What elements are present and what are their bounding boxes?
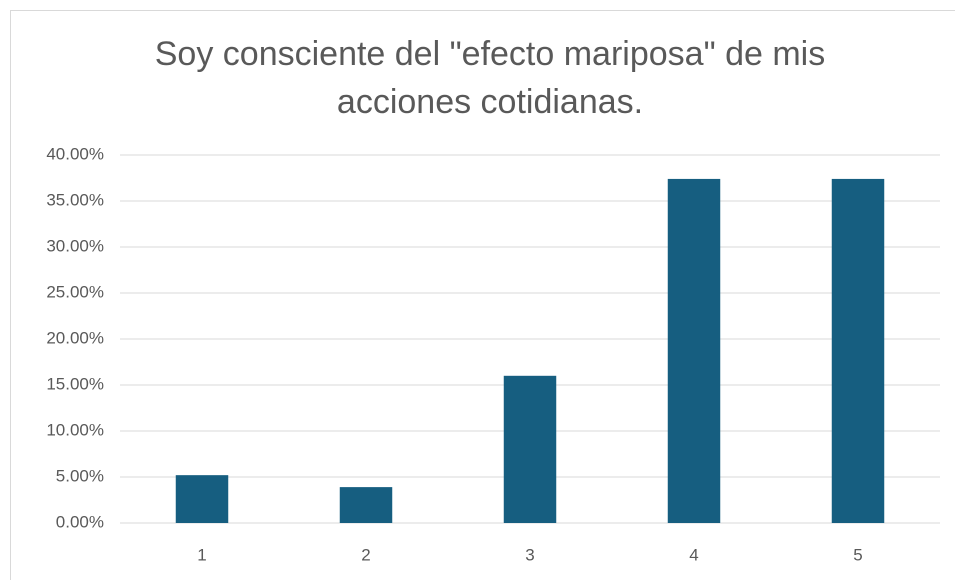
chart-title: Soy consciente del "efecto mariposa" de … <box>154 35 826 121</box>
y-tick-label: 5.00% <box>56 466 104 485</box>
x-tick-label: 3 <box>525 545 534 564</box>
y-tick-label: 20.00% <box>46 328 104 347</box>
bar <box>831 178 885 524</box>
bar <box>339 487 393 523</box>
y-tick-label: 40.00% <box>46 144 104 163</box>
bar <box>667 178 721 524</box>
y-tick-label: 10.00% <box>46 420 104 439</box>
chart-frame <box>10 10 955 580</box>
y-tick-label: 15.00% <box>46 374 104 393</box>
bar <box>175 475 229 523</box>
x-tick-label: 1 <box>197 545 206 564</box>
x-tick-label: 2 <box>361 545 370 564</box>
x-tick-label: 4 <box>689 545 698 564</box>
y-tick-label: 35.00% <box>46 190 104 209</box>
x-tick-label: 5 <box>853 545 862 564</box>
y-tick-label: 0.00% <box>56 512 104 531</box>
bar <box>503 375 557 523</box>
y-tick-label: 25.00% <box>46 282 104 301</box>
y-tick-label: 30.00% <box>46 236 104 255</box>
